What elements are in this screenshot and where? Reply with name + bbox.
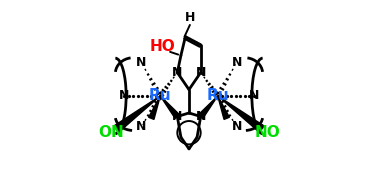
Text: N: N	[119, 89, 130, 102]
Text: N: N	[172, 110, 183, 123]
Text: Ru: Ru	[206, 88, 229, 103]
Text: HO: HO	[150, 39, 176, 54]
Text: N: N	[195, 66, 206, 79]
Text: Ru: Ru	[149, 88, 172, 103]
Text: H: H	[185, 11, 195, 24]
Polygon shape	[149, 96, 160, 119]
Polygon shape	[218, 96, 264, 132]
Text: ON: ON	[98, 125, 124, 140]
Text: N: N	[231, 120, 242, 133]
Text: N: N	[248, 89, 259, 102]
Polygon shape	[198, 96, 218, 118]
Text: N: N	[231, 56, 242, 69]
Polygon shape	[114, 96, 160, 132]
Text: N: N	[195, 110, 206, 123]
Text: NO: NO	[254, 125, 280, 140]
Text: N: N	[172, 66, 183, 79]
Polygon shape	[160, 96, 180, 118]
Text: N: N	[136, 120, 147, 133]
Polygon shape	[218, 96, 229, 119]
Text: N: N	[136, 56, 147, 69]
